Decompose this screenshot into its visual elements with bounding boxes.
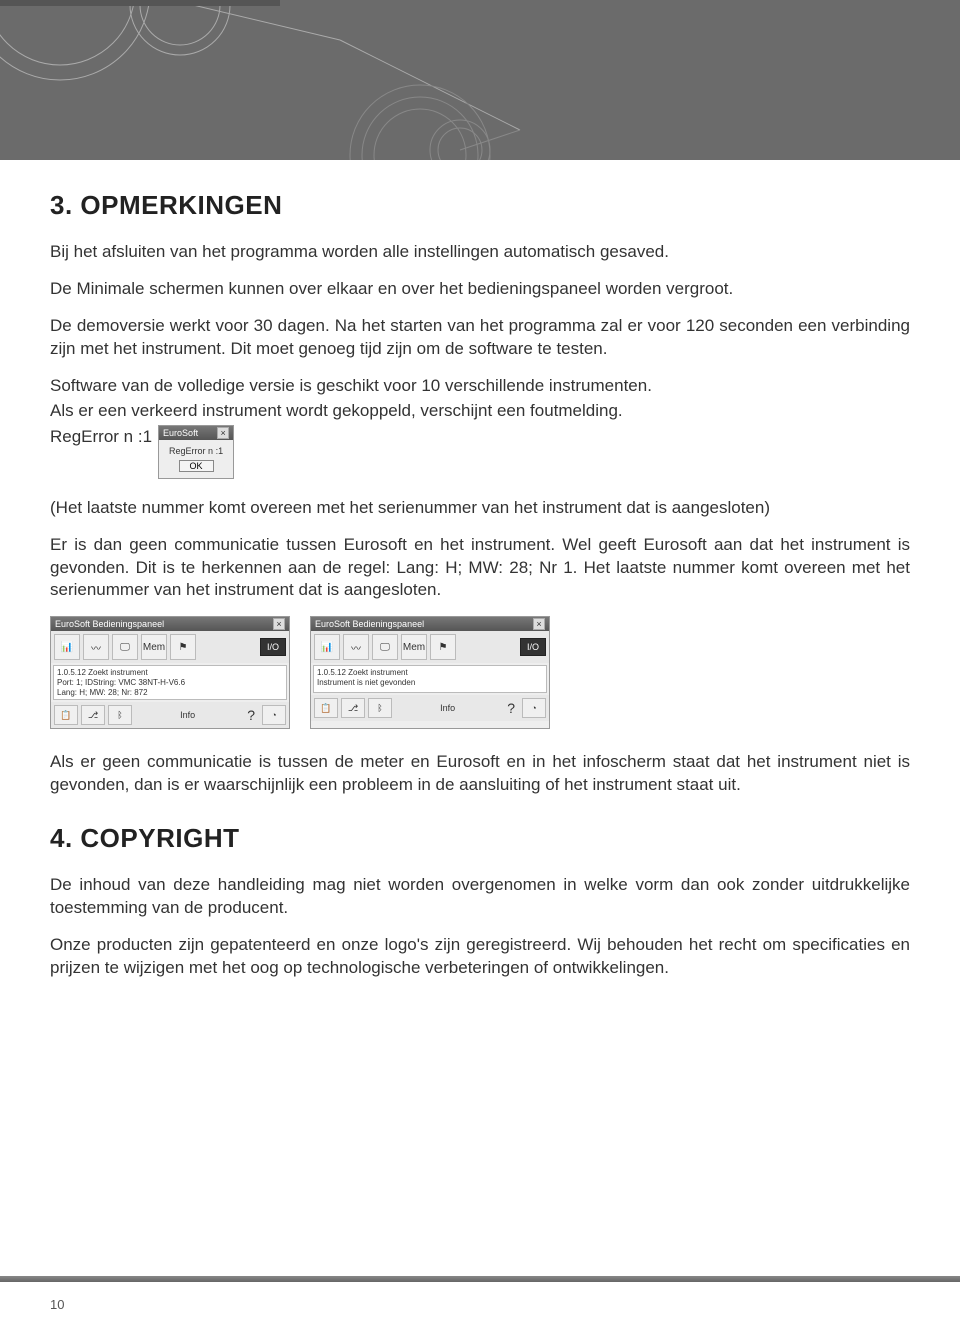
- monitor-icon[interactable]: 🖵: [112, 634, 138, 660]
- close-icon[interactable]: ×: [273, 618, 285, 630]
- panel-1-status-line2: Port: 1; IDString: VMC 38NT-H-V6.6: [57, 678, 283, 688]
- help-icon[interactable]: ?: [503, 700, 519, 716]
- flag-icon[interactable]: ⚑: [430, 634, 456, 660]
- header-banner: [0, 0, 960, 160]
- mem-icon[interactable]: Mem: [401, 634, 427, 660]
- header-decoration: [0, 0, 960, 160]
- section-3-title: 3. OPMERKINGEN: [50, 190, 910, 221]
- section-3-p3: De demoversie werkt voor 30 dagen. Na he…: [50, 315, 910, 361]
- section-3-p5: (Het laatste nummer komt overeen met het…: [50, 497, 910, 520]
- panel-2-status: 1.0.5.12 Zoekt instrument Instrument is …: [313, 665, 547, 693]
- section-3-p4a: Software van de volledige versie is gesc…: [50, 375, 910, 398]
- bluetooth-icon[interactable]: ᛒ: [108, 705, 132, 725]
- mem-icon[interactable]: Mem: [141, 634, 167, 660]
- panel-1-status-line3: Lang: H; MW: 28; Nr: 872: [57, 688, 283, 698]
- clipboard-icon[interactable]: 📋: [314, 698, 338, 718]
- footer-divider: [0, 1276, 960, 1282]
- section-4-p1: De inhoud van deze handleiding mag niet …: [50, 874, 910, 920]
- flag-icon[interactable]: ⚑: [170, 634, 196, 660]
- panel-2-info-label: Info: [395, 703, 500, 713]
- error-dialog-titlebar: EuroSoft ×: [159, 426, 233, 440]
- section-3-p2: De Minimale schermen kunnen over elkaar …: [50, 278, 910, 301]
- monitor-icon[interactable]: 🖵: [372, 634, 398, 660]
- error-dialog-body: RegError n :1 OK: [159, 440, 233, 478]
- wave-icon[interactable]: 〰: [343, 634, 369, 660]
- ok-button[interactable]: OK: [179, 460, 214, 472]
- chart-icon[interactable]: 📊: [54, 634, 80, 660]
- panels-row: EuroSoft Bedieningspaneel × 📊 〰 🖵 Mem ⚑ …: [50, 616, 910, 729]
- section-4-title: 4. COPYRIGHT: [50, 823, 910, 854]
- panel-1-title: EuroSoft Bedieningspaneel: [55, 619, 164, 629]
- close-icon[interactable]: ×: [533, 618, 545, 630]
- close-icon[interactable]: ×: [217, 427, 229, 439]
- page-number: 10: [50, 1297, 64, 1312]
- io-button[interactable]: I/O: [260, 638, 286, 656]
- error-dialog: EuroSoft × RegError n :1 OK: [158, 425, 234, 479]
- panel-2-bottom: 📋 ⎇ ᛒ Info ? ◔: [311, 695, 549, 721]
- panel-1-bottom: 📋 ⎇ ᛒ Info ? ◔: [51, 702, 289, 728]
- gauge-icon[interactable]: ◔: [262, 705, 286, 725]
- panel-2-toolbar: 📊 〰 🖵 Mem ⚑ I/O: [311, 631, 549, 663]
- regerror-label: RegError n :1: [50, 427, 152, 447]
- gauge-icon[interactable]: ◔: [522, 698, 546, 718]
- section-4-p2: Onze producten zijn gepatenteerd en onze…: [50, 934, 910, 980]
- page-content: 3. OPMERKINGEN Bij het afsluiten van het…: [0, 160, 960, 1024]
- section-3-p6: Er is dan geen communicatie tussen Euros…: [50, 534, 910, 603]
- panel-2-titlebar: EuroSoft Bedieningspaneel ×: [311, 617, 549, 631]
- usb-icon[interactable]: ⎇: [341, 698, 365, 718]
- regerror-row: RegError n :1 EuroSoft × RegError n :1 O…: [50, 425, 910, 479]
- section-3-p1: Bij het afsluiten van het programma word…: [50, 241, 910, 264]
- bluetooth-icon[interactable]: ᛒ: [368, 698, 392, 718]
- help-icon[interactable]: ?: [243, 707, 259, 723]
- wave-icon[interactable]: 〰: [83, 634, 109, 660]
- panel-1-status: 1.0.5.12 Zoekt instrument Port: 1; IDStr…: [53, 665, 287, 700]
- panel-2: EuroSoft Bedieningspaneel × 📊 〰 🖵 Mem ⚑ …: [310, 616, 550, 729]
- panel-2-title: EuroSoft Bedieningspaneel: [315, 619, 424, 629]
- chart-icon[interactable]: 📊: [314, 634, 340, 660]
- usb-icon[interactable]: ⎇: [81, 705, 105, 725]
- panel-1-info-label: Info: [135, 710, 240, 720]
- panel-2-status-line1: 1.0.5.12 Zoekt instrument: [317, 668, 543, 678]
- io-button[interactable]: I/O: [520, 638, 546, 656]
- section-3-p7: Als er geen communicatie is tussen de me…: [50, 751, 910, 797]
- panel-1-titlebar: EuroSoft Bedieningspaneel ×: [51, 617, 289, 631]
- error-dialog-message: RegError n :1: [169, 446, 223, 456]
- panel-2-status-line2: Instrument is niet gevonden: [317, 678, 543, 688]
- error-dialog-title: EuroSoft: [163, 428, 198, 438]
- panel-1-status-line1: 1.0.5.12 Zoekt instrument: [57, 668, 283, 678]
- clipboard-icon[interactable]: 📋: [54, 705, 78, 725]
- section-3-p4b: Als er een verkeerd instrument wordt gek…: [50, 400, 910, 423]
- panel-1-toolbar: 📊 〰 🖵 Mem ⚑ I/O: [51, 631, 289, 663]
- panel-1: EuroSoft Bedieningspaneel × 📊 〰 🖵 Mem ⚑ …: [50, 616, 290, 729]
